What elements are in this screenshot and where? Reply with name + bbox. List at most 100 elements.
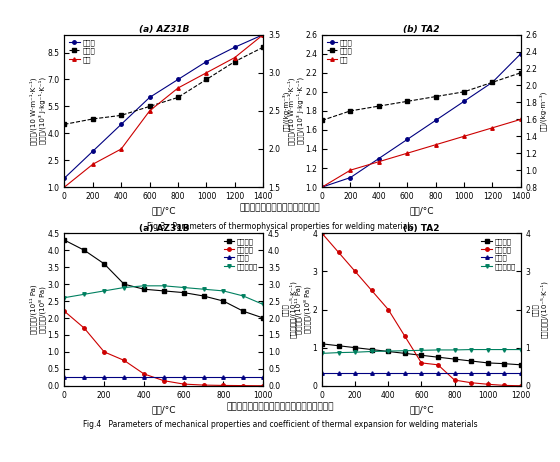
泡松比 xyxy=(484,371,491,376)
比热容 xyxy=(61,122,68,127)
Legend: 热导率, 比热容, 密度: 热导率, 比热容, 密度 xyxy=(325,38,354,64)
Text: Fig.4   Parameters of mechanical properties and coefficient of thermal expansion: Fig.4 Parameters of mechanical propertie… xyxy=(83,420,477,429)
弹性模量 xyxy=(385,349,391,354)
比热容 xyxy=(347,108,354,114)
热膚胀系数 xyxy=(61,295,68,300)
屈服强度 xyxy=(319,231,325,236)
热膚胀系数 xyxy=(161,283,167,289)
比热容 xyxy=(461,89,468,95)
热导率 xyxy=(146,95,153,100)
弹性模量 xyxy=(319,341,325,346)
X-axis label: 温度/°C: 温度/°C xyxy=(152,207,176,216)
热导率 xyxy=(489,79,496,85)
弹性模量 xyxy=(161,288,167,294)
屈服强度 xyxy=(260,383,267,389)
X-axis label: 温度/°C: 温度/°C xyxy=(409,207,433,216)
密度 xyxy=(231,55,238,61)
弹性模量 xyxy=(484,360,491,366)
热膚胀系数 xyxy=(517,347,524,353)
屈服强度 xyxy=(402,334,408,339)
屈服强度 xyxy=(435,362,441,368)
屈服强度 xyxy=(161,378,167,383)
Line: 热膚胀系数: 热膚胀系数 xyxy=(320,348,522,355)
热导率 xyxy=(461,98,468,104)
屈服强度 xyxy=(335,249,342,255)
弹性模量 xyxy=(81,248,87,253)
热膚胀系数 xyxy=(240,293,246,299)
屈服强度 xyxy=(468,380,474,385)
比热容 xyxy=(489,79,496,85)
Legend: 弹性模量, 屈服强度, 泡松比, 热膚胀系数: 弹性模量, 屈服强度, 泡松比, 热膚胀系数 xyxy=(480,237,517,271)
Line: 屈服强度: 屈服强度 xyxy=(63,310,265,388)
屈服强度 xyxy=(368,288,375,293)
比热容 xyxy=(90,116,96,122)
比热容 xyxy=(260,44,267,50)
Title: (b) TA2: (b) TA2 xyxy=(403,25,440,34)
热膚胀系数 xyxy=(385,348,391,354)
Line: 密度: 密度 xyxy=(320,118,522,189)
弹性模量 xyxy=(402,351,408,356)
屈服强度 xyxy=(200,383,207,388)
Line: 弹性模量: 弹性模量 xyxy=(63,238,265,320)
Line: 比热容: 比热容 xyxy=(320,71,522,122)
密度 xyxy=(347,167,354,173)
Line: 比热容: 比热容 xyxy=(63,45,265,126)
密度 xyxy=(432,142,439,147)
屈服强度 xyxy=(240,383,246,389)
弹性模量 xyxy=(220,298,227,304)
比热容 xyxy=(404,98,410,104)
泡松比 xyxy=(61,374,68,379)
热导率 xyxy=(90,148,96,154)
弹性模量 xyxy=(517,362,524,368)
泡松比 xyxy=(240,374,246,379)
热导率 xyxy=(319,184,325,190)
弹性模量 xyxy=(468,358,474,364)
热导率 xyxy=(203,59,210,64)
屈服强度 xyxy=(418,360,424,366)
热膚胀系数 xyxy=(484,347,491,353)
比热容 xyxy=(432,94,439,99)
泡松比 xyxy=(451,371,458,376)
热导率 xyxy=(118,122,124,127)
比热容 xyxy=(175,95,181,100)
比热容 xyxy=(517,70,524,75)
泡松比 xyxy=(220,374,227,379)
弹性模量 xyxy=(501,361,507,366)
热导率 xyxy=(404,137,410,142)
弹性模量 xyxy=(451,356,458,362)
密度 xyxy=(319,184,325,190)
弹性模量 xyxy=(120,281,127,287)
Text: 图３　待焊材料的热物理性能参数: 图３ 待焊材料的热物理性能参数 xyxy=(240,203,320,212)
热膚胀系数 xyxy=(418,347,424,353)
比热容 xyxy=(375,103,382,109)
热导率 xyxy=(260,32,267,37)
热膚胀系数 xyxy=(435,347,441,353)
热膚胀系数 xyxy=(120,285,127,290)
弹性模量 xyxy=(180,290,187,295)
热膚胀系数 xyxy=(180,285,187,290)
密度 xyxy=(118,146,124,152)
泡松比 xyxy=(120,374,127,379)
屈服强度 xyxy=(220,383,227,388)
泡松比 xyxy=(352,371,358,376)
弹性模量 xyxy=(368,347,375,353)
Line: 泡松比: 泡松比 xyxy=(320,371,522,375)
泡松比 xyxy=(141,374,147,379)
热膚胀系数 xyxy=(141,283,147,289)
比热容 xyxy=(146,103,153,109)
密度 xyxy=(175,85,181,91)
热膚胀系数 xyxy=(402,348,408,353)
X-axis label: 温度/°C: 温度/°C xyxy=(152,405,176,414)
泡松比 xyxy=(517,371,524,376)
泡松比 xyxy=(501,371,507,376)
屈服强度 xyxy=(61,309,68,314)
密度 xyxy=(375,159,382,164)
屈服强度 xyxy=(101,349,108,355)
Line: 热导率: 热导率 xyxy=(63,33,265,180)
Y-axis label: 密度/(kg·m⁻³): 密度/(kg·m⁻³) xyxy=(539,91,547,131)
热膚胀系数 xyxy=(200,286,207,292)
Y-axis label: 热导率/(10 W·m⁻¹·K⁻¹)
比热容/(10³ J·kg⁻¹·K⁻¹): 热导率/(10 W·m⁻¹·K⁻¹) 比热容/(10³ J·kg⁻¹·K⁻¹) xyxy=(287,77,304,145)
屈服强度 xyxy=(180,381,187,387)
泡松比 xyxy=(368,371,375,376)
密度 xyxy=(260,32,267,37)
